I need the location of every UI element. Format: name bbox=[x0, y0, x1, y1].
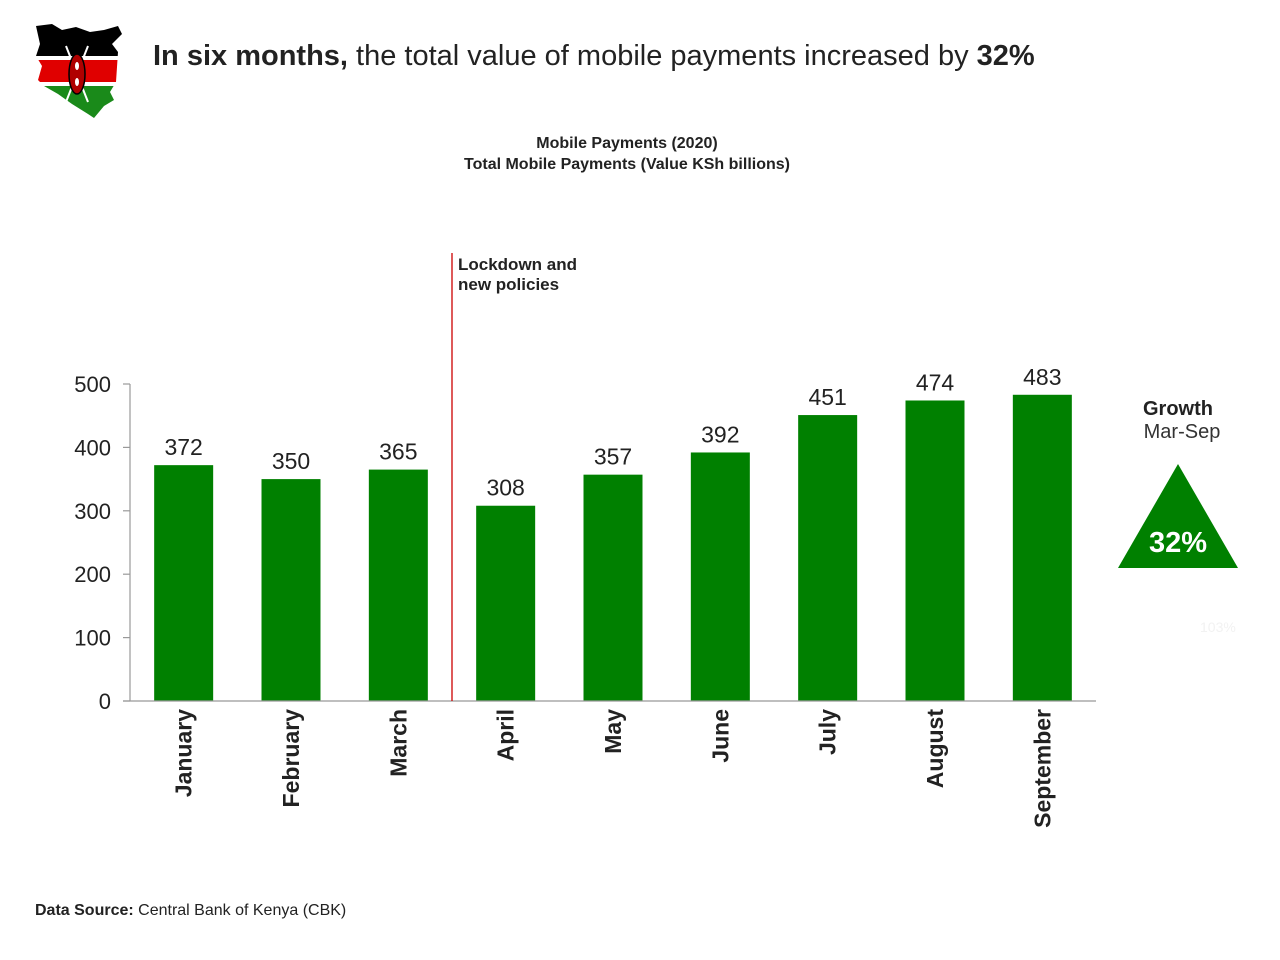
headline-bold-value: 32% bbox=[976, 40, 1035, 72]
bar-july bbox=[798, 415, 858, 701]
x-tick-label: July bbox=[815, 709, 841, 755]
bar-february bbox=[261, 479, 321, 701]
y-tick-label: 100 bbox=[74, 626, 111, 651]
bar-value-label: 474 bbox=[916, 369, 955, 395]
growth-range: Mar-Sep bbox=[1143, 421, 1221, 443]
page-headline: In six months, the total value of mobile… bbox=[153, 40, 1035, 73]
bar-august bbox=[905, 400, 965, 701]
bar-value-label: 308 bbox=[486, 475, 524, 501]
chart-title: Mobile Payments (2020) bbox=[536, 135, 718, 152]
x-tick-label: March bbox=[385, 709, 411, 777]
growth-triangle-icon bbox=[1118, 464, 1238, 568]
bar-value-label: 451 bbox=[808, 384, 846, 410]
bar-june bbox=[690, 452, 750, 701]
headline-text: the total value of mobile payments incre… bbox=[347, 40, 977, 72]
x-tick-label: May bbox=[600, 709, 626, 754]
y-tick-label: 200 bbox=[74, 562, 111, 587]
bar-value-label: 392 bbox=[701, 421, 739, 447]
growth-percentage: 32% bbox=[1148, 527, 1208, 559]
lockdown-annotation-text: Lockdown and bbox=[458, 255, 577, 274]
data-source-label: Data Source: bbox=[35, 902, 134, 919]
y-tick-label: 400 bbox=[74, 435, 111, 460]
x-tick-label: September bbox=[1029, 709, 1055, 828]
chart-subtitle: Total Mobile Payments (Value KSh billion… bbox=[464, 156, 790, 173]
x-tick-label: February bbox=[278, 709, 304, 808]
bar-chart: 0 100 200 300 400 500 372 January 350 February 365… bbox=[74, 253, 1096, 828]
bar-value-label: 357 bbox=[594, 444, 632, 470]
chart-title-block: Mobile Payments (2020) Total Mobile Paym… bbox=[0, 133, 1254, 175]
x-tick-label: April bbox=[493, 709, 519, 761]
headline-bold-lead: In six months, bbox=[153, 40, 348, 72]
faint-percentage: 103% bbox=[1200, 619, 1236, 635]
bar-value-label: 350 bbox=[272, 448, 310, 474]
bar-value-label: 483 bbox=[1023, 364, 1061, 390]
x-tick-label: January bbox=[171, 709, 197, 797]
y-tick-label: 0 bbox=[99, 689, 111, 714]
data-source: Data Source: Central Bank of Kenya (CBK) bbox=[35, 902, 346, 920]
y-tick-label: 300 bbox=[74, 499, 111, 524]
bar-value-label: 372 bbox=[164, 434, 202, 460]
bar-value-label: 365 bbox=[379, 439, 417, 465]
data-source-text: Central Bank of Kenya (CBK) bbox=[133, 902, 347, 919]
x-tick-label: June bbox=[707, 709, 733, 763]
bar-march bbox=[368, 469, 428, 701]
bar-may bbox=[583, 474, 643, 701]
bar-january bbox=[154, 465, 214, 701]
y-tick-label: 500 bbox=[74, 372, 111, 397]
lockdown-annotation-text: new policies bbox=[458, 275, 559, 294]
bar-september bbox=[1012, 394, 1072, 701]
bar-april bbox=[476, 505, 536, 701]
x-tick-label: August bbox=[922, 709, 948, 789]
growth-title: Growth bbox=[1143, 398, 1213, 420]
kenya-flag-map-icon bbox=[36, 24, 122, 118]
